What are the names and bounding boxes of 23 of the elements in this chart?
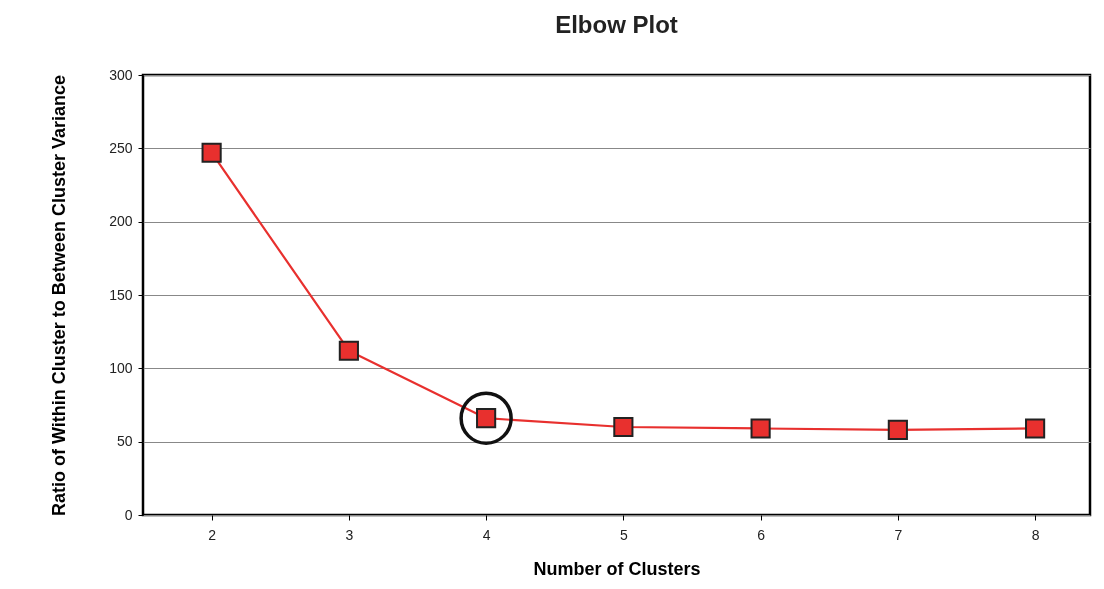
x-tick-label: 8: [1031, 526, 1040, 543]
y-tick-label: 50: [116, 433, 133, 450]
y-tick-label: 200: [109, 213, 133, 230]
y-tick-label: 150: [109, 286, 133, 303]
y-axis-title: Ratio of Within Cluster to Between Cluster Variance: [49, 75, 70, 516]
x-tick-label: 3: [345, 526, 354, 543]
x-tick-label: 4: [482, 526, 491, 543]
y-tick-label: 0: [124, 506, 133, 523]
x-tick-label: 2: [208, 526, 217, 543]
x-axis-title: Number of Clusters: [533, 558, 701, 579]
point: [750, 418, 771, 439]
x-tick-label: 7: [894, 526, 903, 543]
point: [887, 419, 908, 441]
y-tick-label: 250: [109, 139, 133, 156]
y-tick-label: 100: [109, 359, 133, 376]
y-tick-label: 300: [109, 66, 133, 83]
x-tick-label: 6: [757, 526, 766, 543]
point: [613, 416, 634, 438]
point: [1025, 418, 1046, 439]
point: [338, 340, 359, 361]
point: [201, 142, 222, 163]
chart-title: Elbow Plot: [555, 11, 678, 38]
x-tick-label: 5: [619, 526, 628, 543]
